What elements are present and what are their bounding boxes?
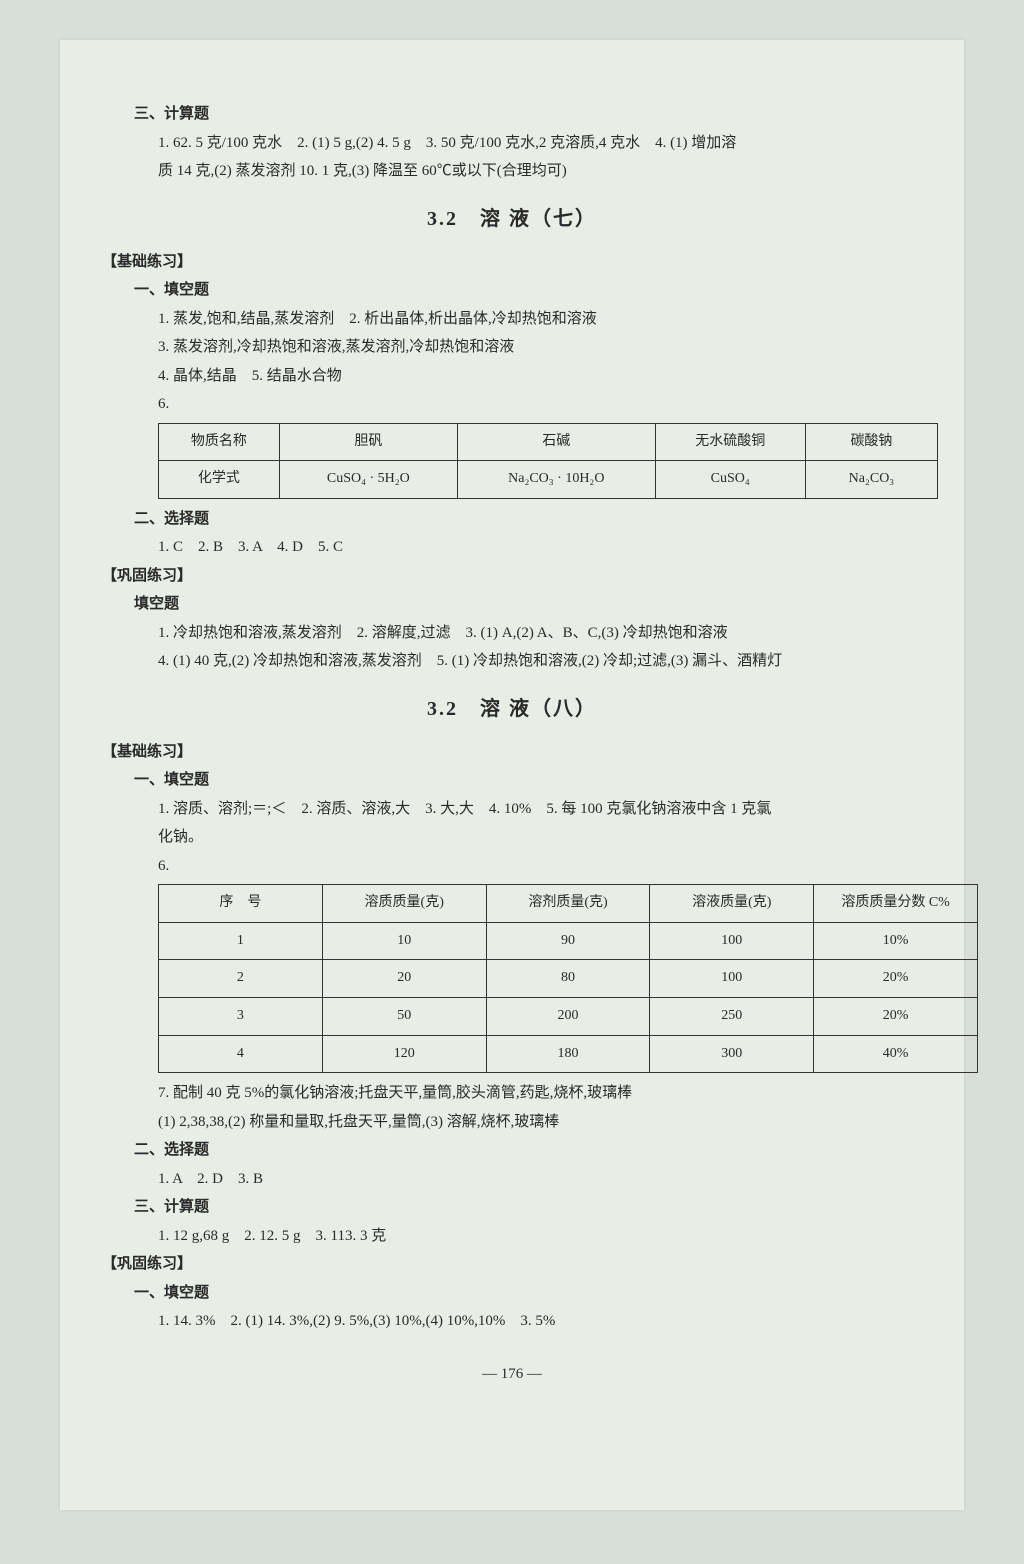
table-cell: CuSO₄ bbox=[655, 461, 805, 499]
table-cell: 1 bbox=[159, 922, 323, 960]
table-cell: 20 bbox=[322, 960, 486, 998]
table-row: 2 20 80 100 20% bbox=[159, 960, 978, 998]
table-cell: 碳酸钠 bbox=[805, 423, 937, 461]
table-cell: 250 bbox=[650, 997, 814, 1035]
consol-fill-1-8: 1. 14. 3% 2. (1) 14. 3%,(2) 9. 5%,(3) 10… bbox=[158, 1307, 914, 1336]
consol-header-8: 【巩固练习】 bbox=[102, 1250, 914, 1279]
table-cell: CuSO₄ · 5H₂O bbox=[279, 461, 457, 499]
consol-fill-1-7: 1. 冷却热饱和溶液,蒸发溶剂 2. 溶解度,过滤 3. (1) A,(2) A… bbox=[158, 619, 914, 648]
fill-7b-8: (1) 2,38,38,(2) 称量和量取,托盘天平,量筒,(3) 溶解,烧杯,… bbox=[158, 1108, 914, 1137]
table-cell: 4 bbox=[159, 1035, 323, 1073]
table-cell: 胆矾 bbox=[279, 423, 457, 461]
choice-header-7: 二、选择题 bbox=[134, 505, 914, 534]
table-cell: 180 bbox=[486, 1035, 650, 1073]
table-cell: 50 bbox=[322, 997, 486, 1035]
table-cell: 300 bbox=[650, 1035, 814, 1073]
table-cell: 90 bbox=[486, 922, 650, 960]
table-cell: 物质名称 bbox=[159, 423, 280, 461]
table-row: 化学式 CuSO₄ · 5H₂O Na₂CO₃ · 10H₂O CuSO₄ Na… bbox=[159, 461, 938, 499]
table-cell: 无水硫酸铜 bbox=[655, 423, 805, 461]
table-cell: 100 bbox=[650, 960, 814, 998]
table2: 序 号 溶质质量(克) 溶剂质量(克) 溶液质量(克) 溶质质量分数 C% 1 … bbox=[158, 884, 978, 1073]
table-cell: 10 bbox=[322, 922, 486, 960]
fill-1-8: 1. 溶质、溶剂;＝;＜ 2. 溶质、溶液,大 3. 大,大 4. 10% 5.… bbox=[158, 795, 914, 824]
choice-1-7: 1. C 2. B 3. A 4. D 5. C bbox=[158, 533, 914, 562]
consol-fill-header-7: 填空题 bbox=[134, 590, 914, 619]
calc-line2: 质 14 克,(2) 蒸发溶剂 10. 1 克,(3) 降温至 60℃或以下(合… bbox=[158, 157, 914, 186]
table-cell: 石碱 bbox=[458, 423, 655, 461]
basic-header-8: 【基础练习】 bbox=[102, 738, 914, 767]
table-row: 3 50 200 250 20% bbox=[159, 997, 978, 1035]
table-cell: 溶剂质量(克) bbox=[486, 885, 650, 923]
fill-7a-8: 7. 配制 40 克 5%的氯化钠溶液;托盘天平,量筒,胶头滴管,药匙,烧杯,玻… bbox=[158, 1079, 914, 1108]
table-cell: 溶液质量(克) bbox=[650, 885, 814, 923]
table-cell: 20% bbox=[814, 960, 978, 998]
calc-header-8: 三、计算题 bbox=[134, 1193, 914, 1222]
table1-wrap: 物质名称 胆矾 石碱 无水硫酸铜 碳酸钠 化学式 CuSO₄ · 5H₂O Na… bbox=[158, 423, 914, 499]
fill-1-7: 1. 蒸发,饱和,结晶,蒸发溶剂 2. 析出晶体,析出晶体,冷却热饱和溶液 bbox=[158, 305, 914, 334]
table-cell: Na₂CO₃ · 10H₂O bbox=[458, 461, 655, 499]
page: 三、计算题 1. 62. 5 克/100 克水 2. (1) 5 g,(2) 4… bbox=[60, 40, 964, 1510]
table-cell: 20% bbox=[814, 997, 978, 1035]
table-cell: 2 bbox=[159, 960, 323, 998]
table-row: 物质名称 胆矾 石碱 无水硫酸铜 碳酸钠 bbox=[159, 423, 938, 461]
table-cell: 化学式 bbox=[159, 461, 280, 499]
fill-4-7: 4. 晶体,结晶 5. 结晶水合物 bbox=[158, 362, 914, 391]
table-cell: Na₂CO₃ bbox=[805, 461, 937, 499]
table-cell: 溶质质量分数 C% bbox=[814, 885, 978, 923]
calc-1-8: 1. 12 g,68 g 2. 12. 5 g 3. 113. 3 克 bbox=[158, 1222, 914, 1251]
table-cell: 40% bbox=[814, 1035, 978, 1073]
choice-1-8: 1. A 2. D 3. B bbox=[158, 1165, 914, 1194]
fill-1b-8: 化钠。 bbox=[158, 823, 914, 852]
fill-header-7: 一、填空题 bbox=[134, 276, 914, 305]
calc-header-top: 三、计算题 bbox=[134, 100, 914, 129]
consol-fill-header-8: 一、填空题 bbox=[134, 1279, 914, 1308]
title-7: 3.2 溶 液（七） bbox=[110, 200, 914, 238]
consol-fill-4-7: 4. (1) 40 克,(2) 冷却热饱和溶液,蒸发溶剂 5. (1) 冷却热饱… bbox=[158, 647, 914, 676]
table-cell: 200 bbox=[486, 997, 650, 1035]
consol-header-7: 【巩固练习】 bbox=[102, 562, 914, 591]
fill-6label-8: 6. bbox=[158, 852, 914, 881]
table-cell: 120 bbox=[322, 1035, 486, 1073]
title-8: 3.2 溶 液（八） bbox=[110, 690, 914, 728]
table-row: 1 10 90 100 10% bbox=[159, 922, 978, 960]
table2-wrap: 序 号 溶质质量(克) 溶剂质量(克) 溶液质量(克) 溶质质量分数 C% 1 … bbox=[158, 884, 914, 1073]
fill-header-8: 一、填空题 bbox=[134, 766, 914, 795]
table-row: 序 号 溶质质量(克) 溶剂质量(克) 溶液质量(克) 溶质质量分数 C% bbox=[159, 885, 978, 923]
table-cell: 80 bbox=[486, 960, 650, 998]
fill-6label-7: 6. bbox=[158, 390, 914, 419]
table-row: 4 120 180 300 40% bbox=[159, 1035, 978, 1073]
page-number: — 176 — bbox=[110, 1360, 914, 1389]
basic-header-7: 【基础练习】 bbox=[102, 248, 914, 277]
table-cell: 100 bbox=[650, 922, 814, 960]
choice-header-8: 二、选择题 bbox=[134, 1136, 914, 1165]
calc-line1: 1. 62. 5 克/100 克水 2. (1) 5 g,(2) 4. 5 g … bbox=[158, 129, 914, 158]
table1: 物质名称 胆矾 石碱 无水硫酸铜 碳酸钠 化学式 CuSO₄ · 5H₂O Na… bbox=[158, 423, 938, 499]
table-cell: 溶质质量(克) bbox=[322, 885, 486, 923]
fill-3-7: 3. 蒸发溶剂,冷却热饱和溶液,蒸发溶剂,冷却热饱和溶液 bbox=[158, 333, 914, 362]
table-cell: 序 号 bbox=[159, 885, 323, 923]
table-cell: 10% bbox=[814, 922, 978, 960]
table-cell: 3 bbox=[159, 997, 323, 1035]
